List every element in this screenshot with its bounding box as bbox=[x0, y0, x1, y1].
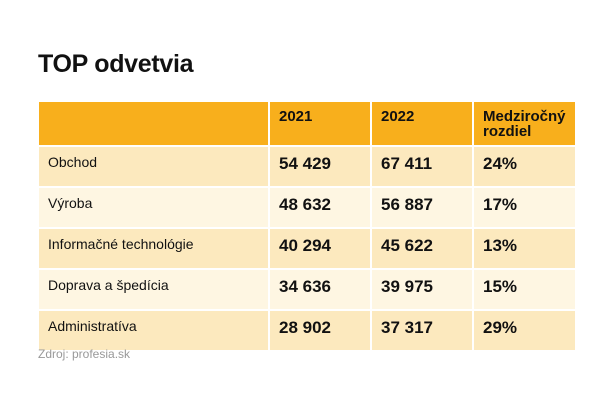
sector-name: Administratíva bbox=[37, 309, 270, 352]
header-2022: 2022 bbox=[370, 100, 474, 147]
table-row: Administratíva 28 902 37 317 29% bbox=[37, 309, 577, 352]
sector-name: Výroba bbox=[37, 186, 270, 229]
table-row: Doprava a špedícia 34 636 39 975 15% bbox=[37, 268, 577, 311]
sector-name: Informačné technológie bbox=[37, 227, 270, 270]
value-2021: 48 632 bbox=[268, 186, 372, 229]
value-2021: 54 429 bbox=[268, 145, 372, 188]
page-title: TOP odvetvia bbox=[38, 50, 194, 78]
header-sector bbox=[37, 100, 270, 147]
value-2022: 56 887 bbox=[370, 186, 474, 229]
header-diff: Medziročný rozdiel bbox=[472, 100, 577, 147]
value-diff: 15% bbox=[472, 268, 577, 311]
sector-name: Doprava a špedícia bbox=[37, 268, 270, 311]
top-sectors-table: 2021 2022 Medziročný rozdiel Obchod 54 4… bbox=[37, 100, 577, 352]
value-2021: 28 902 bbox=[268, 309, 372, 352]
table-header-row: 2021 2022 Medziročný rozdiel bbox=[37, 100, 577, 147]
value-diff: 13% bbox=[472, 227, 577, 270]
value-diff: 17% bbox=[472, 186, 577, 229]
sector-name: Obchod bbox=[37, 145, 270, 188]
value-diff: 29% bbox=[472, 309, 577, 352]
value-2022: 45 622 bbox=[370, 227, 474, 270]
source-note: Zdroj: profesia.sk bbox=[38, 347, 131, 361]
header-2021: 2021 bbox=[268, 100, 372, 147]
value-diff: 24% bbox=[472, 145, 577, 188]
table-row: Informačné technológie 40 294 45 622 13% bbox=[37, 227, 577, 270]
table-row: Obchod 54 429 67 411 24% bbox=[37, 145, 577, 188]
value-2022: 67 411 bbox=[370, 145, 474, 188]
value-2022: 39 975 bbox=[370, 268, 474, 311]
value-2022: 37 317 bbox=[370, 309, 474, 352]
value-2021: 34 636 bbox=[268, 268, 372, 311]
value-2021: 40 294 bbox=[268, 227, 372, 270]
table-row: Výroba 48 632 56 887 17% bbox=[37, 186, 577, 229]
